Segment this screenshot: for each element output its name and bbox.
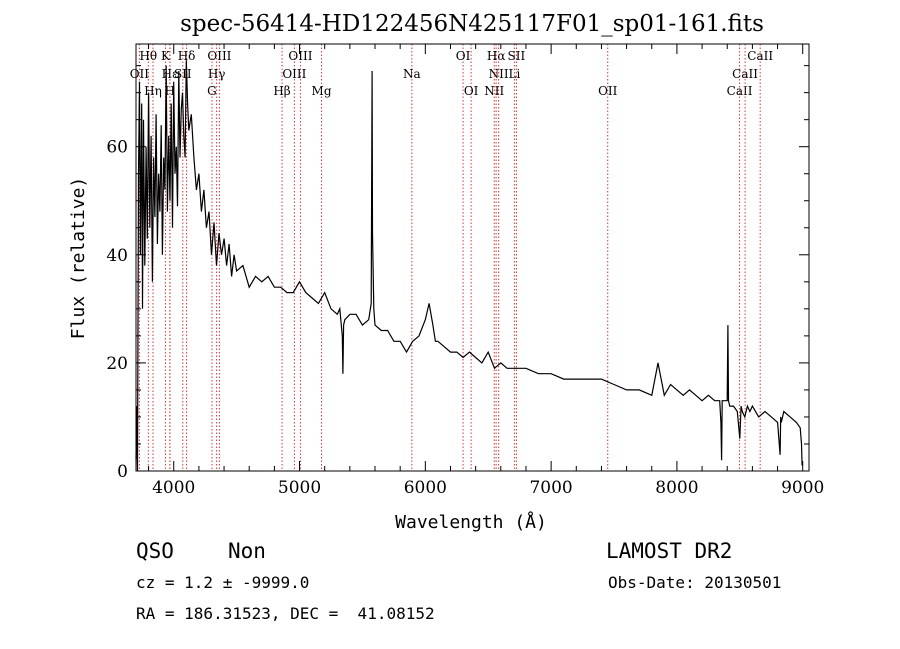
chart-title: spec-56414-HD122456N425117F01_sp01-161.f… bbox=[180, 11, 764, 37]
line-label-12: OIII bbox=[282, 67, 306, 81]
line-label-13: OIII bbox=[288, 49, 312, 63]
flux-series bbox=[135, 60, 803, 472]
survey-name: LAMOST DR2 bbox=[606, 539, 733, 563]
x-tick-label-0: 4000 bbox=[152, 478, 195, 498]
line-label-18: NII bbox=[484, 84, 504, 98]
line-label-0: Hθ bbox=[139, 49, 157, 63]
x-axis-label: Wavelength (Å) bbox=[395, 511, 547, 533]
axis-ticks: 4000 5000 6000 7000 8000 9000 0 20 40 60 bbox=[106, 44, 824, 498]
line-label-8: OIII bbox=[207, 49, 231, 63]
line-label-11: Hβ bbox=[273, 84, 290, 98]
redshift-cz: cz = 1.2 ± -9999.0 bbox=[136, 573, 310, 592]
object-class: QSO bbox=[136, 539, 174, 563]
line-label-10: G bbox=[207, 84, 217, 98]
line-label-24: CaII bbox=[727, 84, 753, 98]
line-label-25: CaII bbox=[732, 67, 758, 81]
line-label-14: Mg bbox=[312, 84, 332, 98]
line-label-23: OII bbox=[598, 84, 618, 98]
line-label-6: SII bbox=[174, 67, 192, 81]
coordinates: RA = 186.31523, DEC = 41.08152 bbox=[136, 604, 435, 623]
y-tick-label-3: 60 bbox=[106, 138, 128, 158]
flux-line-0 bbox=[135, 60, 803, 472]
line-label-7: Hδ bbox=[178, 49, 196, 63]
y-tick-label-0: 0 bbox=[117, 462, 128, 482]
line-label-15: Na bbox=[403, 67, 421, 81]
line-label-26: CaII bbox=[747, 49, 773, 63]
line-label-21: Li bbox=[508, 67, 520, 81]
x-tick-label-2: 6000 bbox=[404, 478, 447, 498]
line-label-9: Hγ bbox=[208, 67, 226, 81]
x-tick-label-4: 8000 bbox=[655, 478, 698, 498]
line-label-2: Hη bbox=[144, 84, 162, 98]
line-label-20: NII bbox=[489, 67, 509, 81]
x-tick-label-5: 9000 bbox=[781, 478, 824, 498]
line-label-1: OII bbox=[130, 67, 150, 81]
line-label-17: OI bbox=[464, 84, 479, 98]
observation-date: Obs-Date: 20130501 bbox=[608, 573, 782, 592]
y-tick-label-2: 40 bbox=[106, 246, 128, 266]
x-tick-label-3: 7000 bbox=[529, 478, 572, 498]
x-tick-label-1: 5000 bbox=[278, 478, 321, 498]
line-label-3: K bbox=[161, 49, 171, 63]
y-tick-label-1: 20 bbox=[106, 354, 128, 374]
line-label-22: SII bbox=[508, 49, 526, 63]
line-label-19: Hα bbox=[487, 49, 506, 63]
line-label-16: OI bbox=[456, 49, 471, 63]
plot-frame bbox=[135, 43, 810, 472]
y-axis-label: Flux (relative) bbox=[68, 177, 89, 340]
object-subclass: Non bbox=[228, 539, 266, 563]
